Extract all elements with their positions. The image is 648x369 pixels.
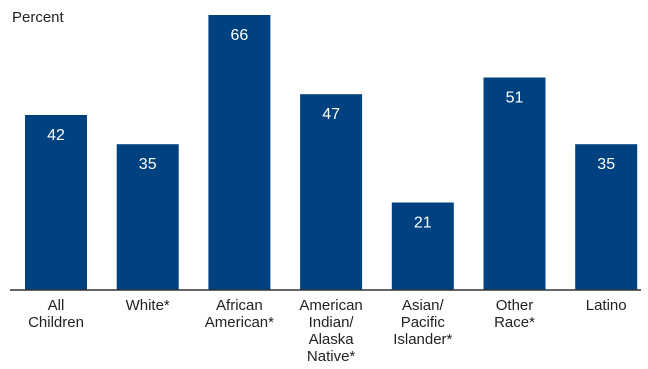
category-label: Other Race* — [494, 297, 535, 331]
bar-3 — [300, 94, 362, 290]
bar-value-label: 35 — [139, 156, 157, 173]
bar-value-label: 66 — [231, 27, 249, 44]
bar-value-label: 35 — [597, 156, 615, 173]
bar-value-label: 21 — [414, 215, 432, 232]
bar-value-label: 42 — [47, 127, 65, 144]
bar-2 — [208, 15, 270, 290]
bar-value-label: 47 — [322, 106, 340, 123]
category-label: White* — [126, 297, 170, 314]
category-label: All Children — [28, 297, 84, 331]
category-label: American Indian/Alaska Native* — [299, 297, 362, 365]
category-label: Latino — [586, 297, 627, 314]
category-label: African American* — [205, 297, 274, 331]
bars-group — [25, 15, 637, 290]
bar-value-label: 51 — [506, 90, 524, 107]
y-axis-label: Percent — [12, 9, 65, 26]
category-labels-group: All Children White* African American* America… — [28, 297, 627, 365]
category-label: Asian/Pacific Islander* — [393, 297, 452, 348]
bar-5 — [484, 78, 546, 291]
